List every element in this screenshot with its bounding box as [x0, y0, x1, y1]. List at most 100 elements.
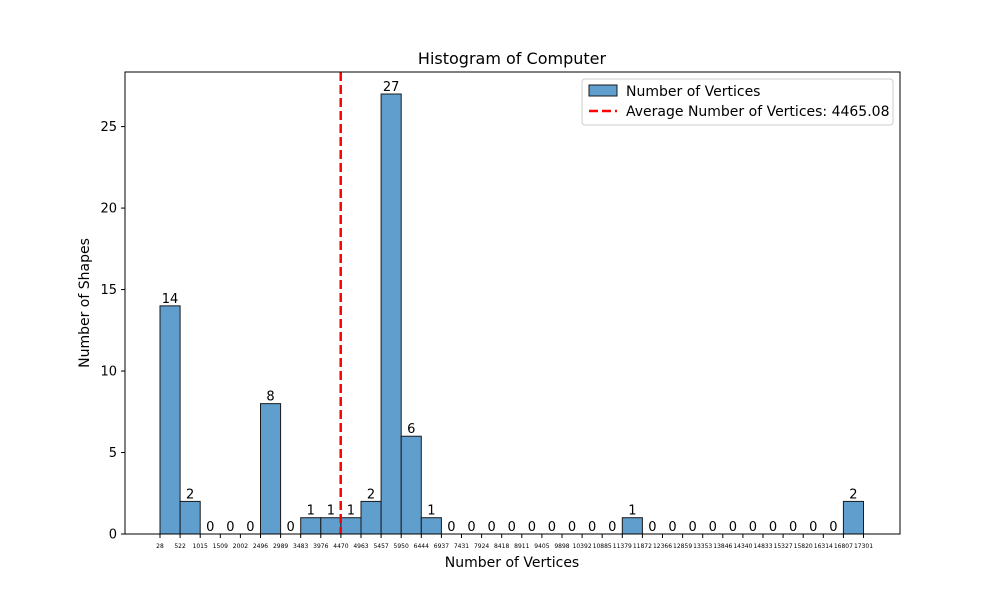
y-tick-label: 25	[100, 120, 117, 135]
bar-count-label: 0	[447, 520, 455, 535]
bar-count-label: 0	[588, 520, 596, 535]
axes-frame	[124, 71, 901, 535]
x-tick-label: 16314	[814, 543, 833, 550]
x-tick-label: 3976	[313, 543, 328, 550]
bar-count-label: 0	[829, 520, 837, 535]
x-tick-label: 2989	[273, 543, 288, 550]
x-tick-label: 7431	[454, 543, 469, 550]
y-tick-label: 0	[109, 528, 117, 543]
histogram-bar	[360, 500, 382, 535]
x-axis-label: Number of Vertices	[445, 555, 579, 571]
legend-label-bars: Number of Vertices	[626, 84, 760, 100]
bar-count-label: 0	[246, 520, 254, 535]
y-axis-ticks: 0 5 10 15 20 25	[100, 120, 125, 543]
x-tick-label: 11379	[613, 543, 632, 550]
x-tick-label: 13353	[693, 543, 712, 550]
x-tick-label: 522	[174, 543, 186, 550]
x-tick-label: 2496	[253, 543, 268, 550]
bar-count-label: 14	[162, 292, 179, 307]
y-tick-label: 20	[100, 202, 117, 217]
x-tick-label: 4470	[333, 543, 348, 550]
y-axis-label: Number of Shapes	[77, 238, 93, 368]
bar-count-label: 2	[367, 487, 375, 502]
bar-count-label: 2	[186, 487, 194, 502]
bar-count-label: 0	[287, 520, 295, 535]
x-tick-label: 12859	[673, 543, 692, 550]
x-tick-label: 17301	[854, 543, 873, 550]
histogram-bar	[842, 500, 865, 535]
x-tick-label: 6444	[414, 543, 429, 550]
x-tick-label: 8911	[514, 543, 529, 550]
histogram-bar	[400, 435, 422, 535]
x-tick-label: 14340	[733, 543, 752, 550]
x-tick-label: 4963	[353, 543, 368, 550]
x-tick-label: 7924	[474, 543, 489, 550]
x-tick-label: 9405	[534, 543, 549, 550]
x-tick-label: 11872	[633, 543, 652, 550]
bar-count-label: 1	[427, 504, 435, 519]
x-tick-label: 12366	[653, 543, 672, 550]
bar-count-label: 0	[488, 520, 496, 535]
bar-count-label: 8	[266, 390, 274, 405]
bar-count-label: 0	[508, 520, 516, 535]
bar-count-label: 0	[608, 520, 616, 535]
x-tick-label: 13846	[713, 543, 732, 550]
bar-count-label: 0	[809, 520, 817, 535]
histogram-bar	[159, 305, 181, 535]
histogram-bar	[260, 403, 282, 535]
bar-count-label: 0	[226, 520, 234, 535]
bar-count-label: 0	[528, 520, 536, 535]
bar-count-label: 0	[648, 520, 656, 535]
x-tick-label: 8418	[494, 543, 509, 550]
bar-count-label: 6	[407, 422, 415, 437]
bar-count-label: 0	[789, 520, 797, 535]
histogram-bar	[340, 517, 362, 535]
bar-count-label: 1	[327, 504, 335, 519]
x-tick-label: 1015	[193, 543, 208, 550]
bar-count-label: 0	[769, 520, 777, 535]
legend-label-average: Average Number of Vertices: 4465.08	[626, 104, 889, 120]
histogram-bar	[380, 93, 402, 535]
x-tick-label: 9898	[554, 543, 569, 550]
histogram-bar	[621, 517, 643, 535]
bar-count-label: 2	[849, 487, 857, 502]
bar-count-label: 27	[383, 80, 400, 95]
x-tick-label: 15327	[774, 543, 793, 550]
bar-count-label: 0	[749, 520, 757, 535]
legend-frame	[581, 78, 894, 126]
x-tick-label: 10392	[573, 543, 592, 550]
x-tick-label: 3483	[293, 543, 308, 550]
bar-count-label: 0	[548, 520, 556, 535]
x-tick-label: 2002	[233, 543, 248, 550]
y-tick-label: 15	[100, 283, 117, 298]
x-tick-label: 14833	[753, 543, 772, 550]
x-tick-label: 10885	[593, 543, 612, 550]
legend: Number of Vertices Average Number of Ver…	[581, 78, 894, 126]
bar-count-label: 0	[206, 520, 214, 535]
histogram-bar	[300, 517, 322, 535]
x-axis-ticks: 28 522 1015 1509 2002 2496 2989 3483 3976 4470 496…	[156, 534, 873, 550]
y-tick-label: 5	[109, 446, 117, 461]
x-tick-label: 16807	[834, 543, 853, 550]
bar-count-label: 0	[689, 520, 697, 535]
bar-count-label: 1	[347, 504, 355, 519]
bar-count-label: 0	[568, 520, 576, 535]
chart-title: Histogram of Computer	[418, 49, 607, 68]
legend-swatch-bars	[588, 84, 618, 97]
histogram-bar	[320, 517, 342, 535]
x-tick-label: 5950	[394, 543, 409, 550]
histogram-bar	[420, 517, 442, 535]
bar-count-label: 1	[628, 504, 636, 519]
histogram-bar	[179, 500, 201, 535]
x-tick-label: 15820	[794, 543, 813, 550]
x-tick-label: 5457	[373, 543, 388, 550]
bar-count-label: 1	[307, 504, 315, 519]
bar-count-label: 0	[668, 520, 676, 535]
x-tick-label: 6937	[434, 543, 449, 550]
x-tick-label: 1509	[213, 543, 228, 550]
bars-group	[159, 93, 865, 535]
bar-count-label: 0	[729, 520, 737, 535]
y-tick-label: 10	[100, 365, 117, 380]
